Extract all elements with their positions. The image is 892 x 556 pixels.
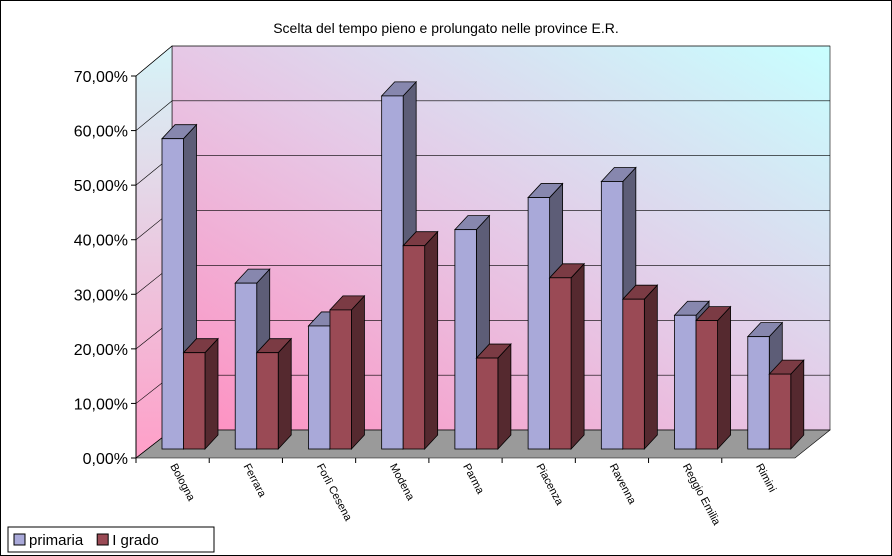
bar [183,352,206,450]
bar-side [204,337,219,451]
legend-swatch [96,533,109,546]
bar [454,229,477,450]
bar [600,181,624,450]
bar [475,357,499,450]
chart-title: Scelta del tempo pieno e prolungato nell… [273,20,619,36]
bar-side [717,305,731,451]
bar-side [424,230,439,451]
y-tick-label: 50,00% [74,178,128,195]
bar-side [790,359,805,451]
legend-label: primaria [29,532,84,549]
bar-side [570,262,585,451]
bar-side [351,294,365,451]
y-tick-label: 60,00% [74,124,128,141]
bar [768,373,792,450]
legend-box [7,526,215,553]
bar [256,352,279,450]
bar [329,309,352,450]
bar [622,298,645,450]
legend-label: I grado [112,532,159,549]
y-tick-label: 10,00% [74,396,128,413]
bar-side [497,343,512,451]
legend-swatch [13,533,26,546]
grid-line-side [135,45,173,77]
grid-line-side [135,100,173,131]
bar [381,95,404,450]
bar [402,245,426,450]
y-tick-label: 40,00% [74,233,128,250]
y-tick-label: 30,00% [74,287,128,304]
bar [527,197,551,450]
bar [695,320,718,450]
bar [674,314,697,450]
y-tick-label: 0,00% [83,451,128,468]
bar [747,336,770,450]
bar [549,277,572,450]
y-tick-label: 70,00% [74,69,128,86]
bar-side [277,337,292,451]
bar [161,138,184,450]
y-tick-label: 20,00% [74,342,128,359]
bar [308,325,331,450]
bar [234,282,258,450]
bar-side [643,284,658,451]
